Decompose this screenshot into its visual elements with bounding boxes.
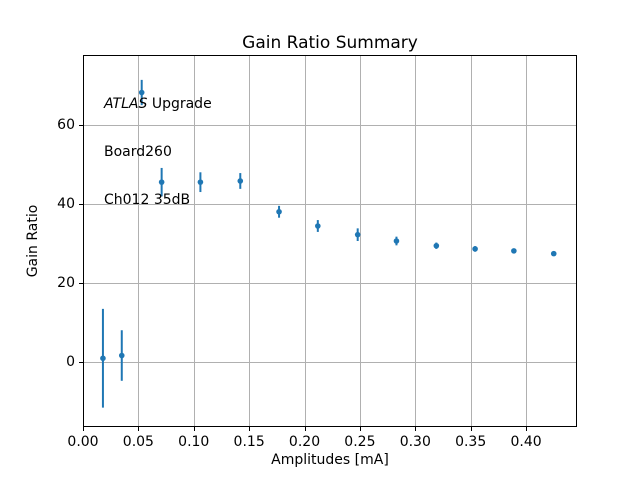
- x-tick-label: 0.15: [233, 434, 265, 450]
- annotation-experiment: ATLAS: [104, 96, 148, 112]
- x-axis-label: Amplitudes [mA]: [271, 452, 389, 468]
- annotation-upgrade: Upgrade: [147, 96, 212, 112]
- x-tick-label: 0.00: [67, 434, 99, 450]
- x-tick-label: 0.40: [510, 434, 542, 450]
- plot-border: [83, 55, 577, 427]
- x-tick-label: 0.30: [399, 434, 431, 450]
- x-tick-label: 0.20: [288, 434, 321, 450]
- plot-annotation: ATLAS Upgrade Board260 Ch012 35dB: [104, 64, 212, 240]
- y-tick-label: 60: [57, 116, 75, 133]
- data-point-marker: [197, 179, 204, 185]
- annotation-channel: Ch012 35dB: [104, 192, 191, 208]
- data-point-marker: [550, 250, 557, 257]
- y-tick-label: 0: [66, 353, 75, 370]
- data-point-marker: [100, 355, 106, 362]
- data-point-marker: [276, 208, 282, 215]
- chart-title: Gain Ratio Summary: [242, 33, 418, 53]
- data-point-marker: [138, 89, 145, 96]
- data-point-marker: [158, 179, 165, 185]
- data-point-marker: [472, 246, 478, 252]
- data-point-marker: [354, 231, 361, 238]
- data-point-marker: [393, 238, 400, 244]
- annotation-board: Board260: [104, 144, 172, 160]
- y-axis-label: Gain Ratio: [25, 204, 41, 278]
- x-tick-label: 0.10: [178, 434, 210, 450]
- annotation-line-1: ATLAS Upgrade: [104, 96, 212, 112]
- data-point-marker: [118, 352, 125, 359]
- x-tick-label: 0.05: [122, 434, 154, 450]
- y-tick-label: 20: [57, 274, 75, 291]
- data-point-marker: [315, 223, 321, 229]
- data-point-marker: [237, 178, 244, 184]
- x-tick-label: 0.35: [455, 434, 487, 450]
- x-tick-label: 0.25: [344, 434, 376, 450]
- y-tick-label: 40: [57, 195, 75, 212]
- data-point-marker: [433, 242, 440, 249]
- data-point-marker: [511, 248, 517, 254]
